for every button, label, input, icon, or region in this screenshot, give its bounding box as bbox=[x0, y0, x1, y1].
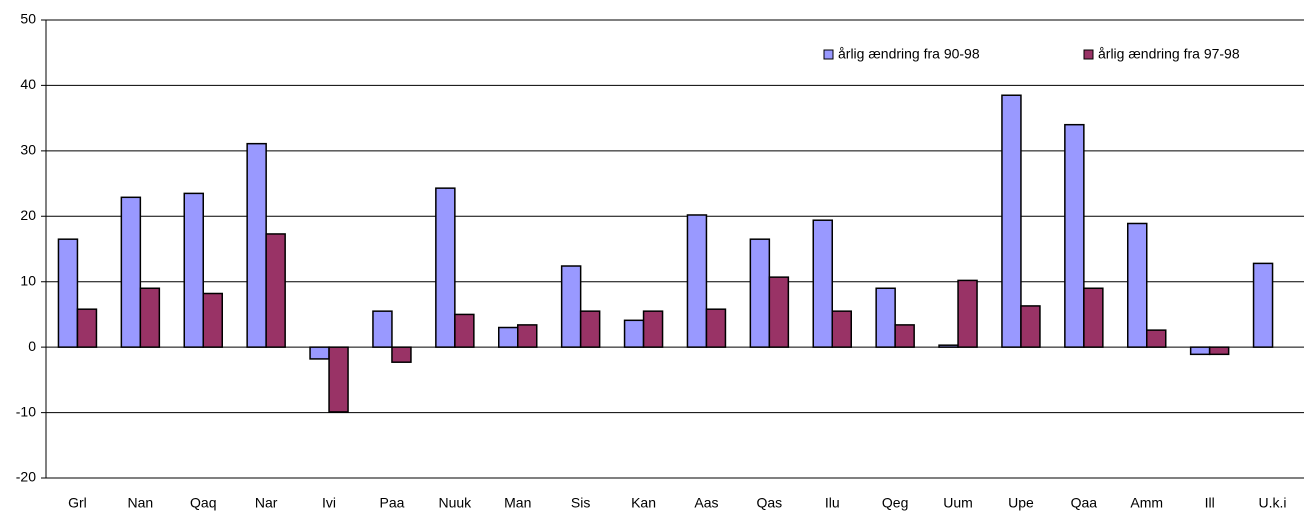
y-tick-label: 10 bbox=[20, 272, 36, 288]
bar bbox=[579, 310, 601, 348]
y-tick-label: 30 bbox=[20, 142, 36, 158]
bar bbox=[372, 310, 393, 348]
legend-label: årlig ændring fra 97-98 bbox=[1098, 46, 1240, 62]
bar bbox=[498, 326, 519, 348]
bar bbox=[875, 287, 896, 348]
x-tick-label: Ivi bbox=[322, 495, 336, 511]
bar bbox=[768, 276, 790, 348]
x-tick-label: Sis bbox=[571, 495, 590, 511]
legend-swatch bbox=[823, 49, 834, 60]
x-tick-label: Qas bbox=[757, 495, 783, 511]
bar bbox=[120, 196, 142, 348]
x-tick-label: Qaa bbox=[1071, 495, 1098, 511]
bar bbox=[183, 192, 204, 348]
bar bbox=[623, 319, 645, 348]
x-tick-label: Paa bbox=[379, 495, 404, 511]
bar bbox=[957, 279, 978, 348]
y-tick-label: 20 bbox=[20, 207, 36, 223]
bar bbox=[1001, 94, 1022, 348]
bar bbox=[517, 324, 538, 348]
bar bbox=[1127, 222, 1148, 348]
bar bbox=[139, 287, 161, 348]
bar bbox=[938, 344, 959, 348]
legend-swatch bbox=[1083, 49, 1094, 60]
x-tick-label: Kan bbox=[631, 495, 656, 511]
bar bbox=[454, 313, 475, 348]
y-tick-label: 50 bbox=[20, 11, 36, 27]
bar bbox=[265, 233, 286, 348]
bar bbox=[1146, 329, 1167, 348]
bar bbox=[391, 346, 412, 363]
x-tick-label: Aas bbox=[694, 495, 718, 511]
bar bbox=[328, 346, 349, 413]
bar bbox=[202, 292, 223, 348]
x-tick-label: Ill bbox=[1205, 495, 1215, 511]
bar bbox=[642, 310, 664, 348]
x-tick-label: Grl bbox=[68, 495, 87, 511]
bar bbox=[1252, 262, 1274, 348]
bar bbox=[894, 324, 915, 348]
legend-label: årlig ændring fra 90-98 bbox=[838, 46, 980, 62]
bar bbox=[705, 308, 727, 348]
bar bbox=[1208, 346, 1230, 356]
x-tick-label: Upe bbox=[1008, 495, 1034, 511]
x-tick-label: Amm bbox=[1130, 495, 1163, 511]
bar bbox=[246, 142, 267, 348]
bar bbox=[435, 187, 456, 348]
bar bbox=[749, 238, 771, 348]
x-tick-label: Qaq bbox=[190, 495, 216, 511]
bar bbox=[1064, 123, 1085, 348]
y-tick-label: 40 bbox=[20, 76, 36, 92]
bar bbox=[57, 238, 79, 348]
bar bbox=[1020, 305, 1041, 348]
bar bbox=[309, 346, 330, 360]
bar bbox=[76, 308, 98, 348]
bar bbox=[560, 265, 582, 348]
x-tick-label: U.k.i bbox=[1259, 495, 1287, 511]
y-tick-label: -10 bbox=[16, 403, 36, 419]
x-tick-label: Ilu bbox=[825, 495, 840, 511]
x-tick-label: Man bbox=[504, 495, 531, 511]
bar bbox=[686, 214, 708, 348]
bar bbox=[1083, 287, 1104, 348]
x-tick-label: Uum bbox=[943, 495, 973, 511]
x-tick-label: Qeg bbox=[882, 495, 908, 511]
x-tick-label: Nuuk bbox=[439, 495, 473, 511]
bar bbox=[1189, 346, 1211, 356]
y-tick-label: -20 bbox=[16, 469, 36, 485]
bar bbox=[831, 310, 852, 348]
bar bbox=[812, 219, 833, 348]
y-tick-label: 0 bbox=[28, 338, 36, 354]
x-tick-label: Nan bbox=[128, 495, 154, 511]
x-tick-label: Nar bbox=[255, 495, 278, 511]
